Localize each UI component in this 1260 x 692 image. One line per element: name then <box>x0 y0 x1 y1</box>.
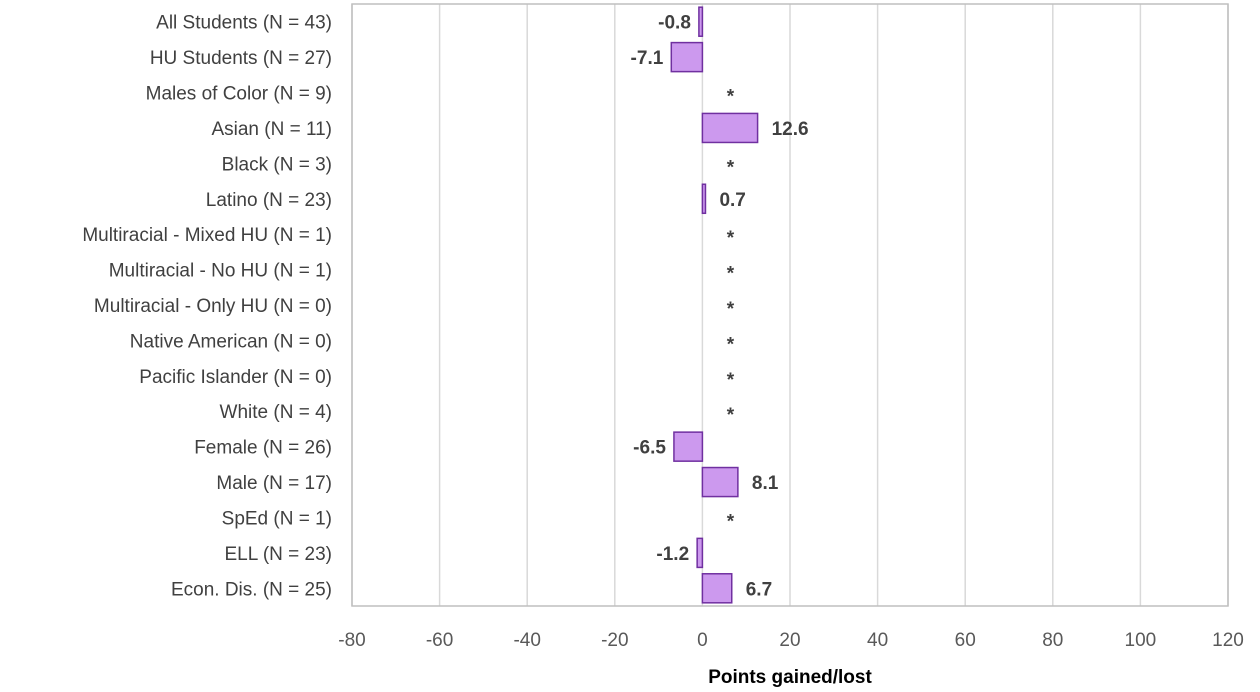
x-tick-label: -20 <box>601 630 628 651</box>
bar <box>701 466 739 498</box>
bar <box>701 112 759 144</box>
suppressed-marker: * <box>727 334 735 355</box>
category-label: ELL (N = 23) <box>224 544 332 565</box>
category-label: Pacific Islander (N = 0) <box>139 367 332 388</box>
data-label: 8.1 <box>752 473 779 494</box>
category-label: All Students (N = 43) <box>156 13 332 34</box>
suppressed-marker: * <box>727 370 735 391</box>
x-tick-label: 0 <box>697 630 708 651</box>
category-labels: All Students (N = 43) HU Students (N = 27… <box>82 13 332 601</box>
bar <box>670 41 704 73</box>
data-label: -7.1 <box>631 48 664 69</box>
bar <box>673 431 704 462</box>
bar <box>701 573 733 604</box>
x-tick-label: -80 <box>338 630 365 651</box>
x-tick-label: 120 <box>1212 630 1244 651</box>
data-label: -6.5 <box>633 438 666 459</box>
data-label: 12.6 <box>772 119 809 140</box>
category-label: Female (N = 26) <box>194 438 332 459</box>
category-label: Latino (N = 23) <box>206 190 332 211</box>
category-label: Native American (N = 0) <box>130 331 332 352</box>
category-label: SpEd (N = 1) <box>222 508 332 529</box>
suppressed-marker: * <box>727 299 735 320</box>
bar <box>698 6 704 37</box>
plot-area-border <box>351 3 1229 607</box>
category-label: Econ. Dis. (N = 25) <box>171 579 332 600</box>
category-label: Male (N = 17) <box>216 473 332 494</box>
x-axis-title: Points gained/lost <box>708 667 872 688</box>
category-label: White (N = 4) <box>220 402 332 423</box>
x-tick-label: 100 <box>1125 630 1157 651</box>
x-tick-label: 60 <box>955 630 976 651</box>
bars <box>670 6 759 604</box>
category-label: Males of Color (N = 9) <box>146 84 332 105</box>
x-tick-label: 20 <box>779 630 800 651</box>
data-labels: -0.8 -7.1 * 12.6 * 0.7 * * * * * * -6.5 8.1 * -1.2 6.7 <box>631 13 809 601</box>
x-tick-label: -60 <box>426 630 453 651</box>
data-label: -1.2 <box>656 544 689 565</box>
suppressed-marker: * <box>727 228 735 249</box>
suppressed-marker: * <box>727 405 735 426</box>
category-label: Multiracial - No HU (N = 1) <box>109 261 332 282</box>
x-tick-label: 40 <box>867 630 888 651</box>
bar <box>701 183 707 215</box>
gridlines <box>351 4 1229 606</box>
x-tick-labels: -80 -60 -40 -20 0 20 40 60 80 100 120 <box>338 630 1244 651</box>
category-label: Black (N = 3) <box>222 154 332 175</box>
x-tick-label: -40 <box>513 630 540 651</box>
data-label: -0.8 <box>658 13 691 34</box>
category-label: Multiracial - Mixed HU (N = 1) <box>82 225 332 246</box>
suppressed-marker: * <box>727 87 735 108</box>
suppressed-marker: * <box>727 157 735 178</box>
data-label: 6.7 <box>746 579 772 600</box>
suppressed-marker: * <box>727 264 735 285</box>
bar <box>696 537 704 569</box>
suppressed-marker: * <box>727 511 735 532</box>
data-label: 0.7 <box>719 190 745 211</box>
category-label: HU Students (N = 27) <box>150 48 332 69</box>
category-label: Multiracial - Only HU (N = 0) <box>94 296 332 317</box>
x-tick-label: 80 <box>1042 630 1063 651</box>
category-label: Asian (N = 11) <box>211 119 332 140</box>
